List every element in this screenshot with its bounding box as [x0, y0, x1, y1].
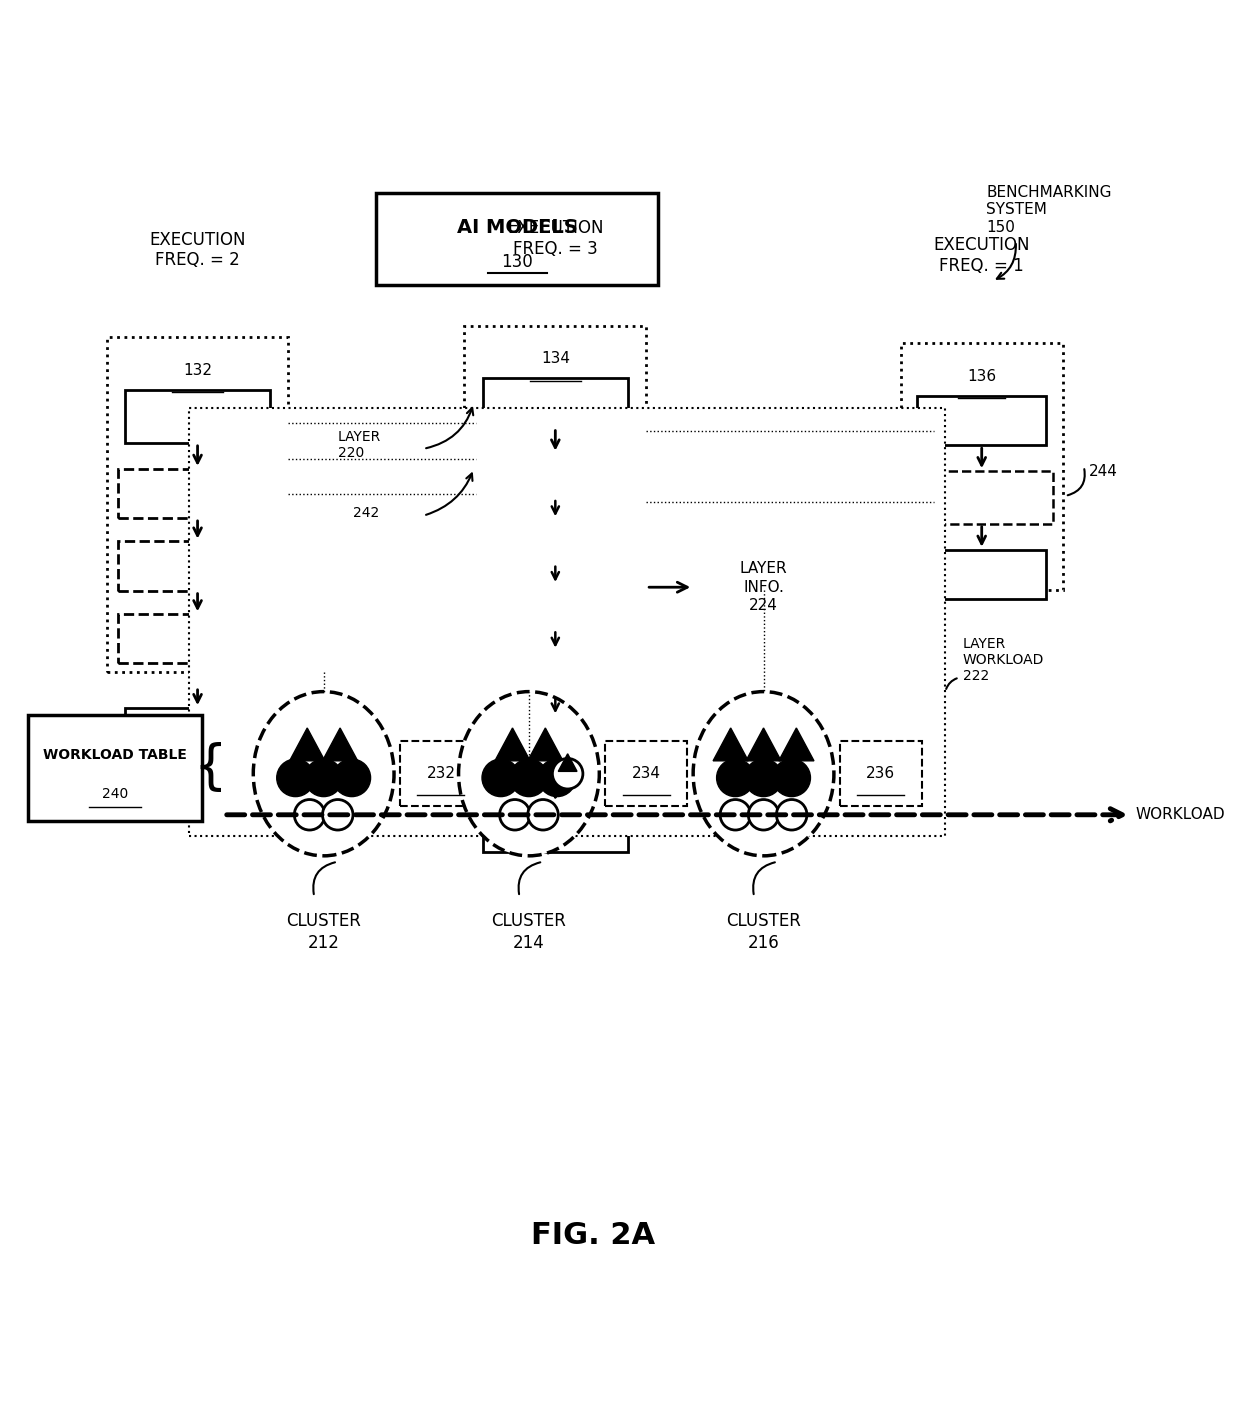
Text: LAYER
WORKLOAD
222: LAYER WORKLOAD 222 — [963, 637, 1044, 683]
Text: BENCHMARKING
SYSTEM
150: BENCHMARKING SYSTEM 150 — [986, 185, 1112, 234]
Polygon shape — [495, 728, 531, 761]
Text: 132: 132 — [184, 363, 212, 379]
Polygon shape — [322, 728, 357, 761]
FancyBboxPatch shape — [29, 715, 202, 820]
Text: 244: 244 — [1089, 464, 1117, 479]
Text: LAYER
INFO.
224: LAYER INFO. 224 — [740, 561, 787, 613]
FancyBboxPatch shape — [377, 193, 658, 285]
Text: EXECUTION
FREQ. = 3: EXECUTION FREQ. = 3 — [507, 219, 604, 258]
Circle shape — [305, 758, 342, 796]
Circle shape — [538, 758, 575, 796]
Ellipse shape — [693, 691, 835, 855]
Text: LAYER
220: LAYER 220 — [337, 430, 381, 460]
Text: CLUSTER
212: CLUSTER 212 — [286, 913, 361, 952]
Ellipse shape — [253, 691, 394, 855]
FancyBboxPatch shape — [693, 530, 835, 645]
FancyBboxPatch shape — [465, 325, 646, 765]
Circle shape — [334, 758, 371, 796]
Ellipse shape — [459, 691, 599, 855]
Circle shape — [745, 758, 782, 796]
FancyBboxPatch shape — [125, 708, 270, 761]
FancyBboxPatch shape — [482, 379, 627, 428]
FancyBboxPatch shape — [475, 453, 635, 498]
FancyBboxPatch shape — [475, 519, 635, 564]
Text: 236: 236 — [867, 767, 895, 781]
FancyBboxPatch shape — [118, 541, 278, 590]
Polygon shape — [528, 728, 563, 761]
FancyBboxPatch shape — [916, 395, 1047, 446]
Circle shape — [748, 799, 779, 830]
Circle shape — [720, 799, 750, 830]
FancyBboxPatch shape — [118, 468, 278, 517]
Text: 134: 134 — [541, 352, 570, 366]
Circle shape — [773, 758, 811, 796]
FancyBboxPatch shape — [916, 550, 1047, 599]
FancyBboxPatch shape — [839, 742, 921, 806]
Text: EXECUTION
FREQ. = 1: EXECUTION FREQ. = 1 — [934, 237, 1030, 275]
FancyBboxPatch shape — [910, 471, 1053, 524]
Polygon shape — [713, 728, 748, 761]
Circle shape — [528, 799, 558, 830]
Circle shape — [776, 799, 807, 830]
FancyBboxPatch shape — [401, 742, 482, 806]
FancyBboxPatch shape — [475, 585, 635, 629]
Text: {: { — [193, 742, 227, 794]
Circle shape — [482, 758, 520, 796]
Circle shape — [277, 758, 314, 796]
Circle shape — [510, 758, 548, 796]
FancyBboxPatch shape — [118, 614, 278, 663]
Text: 240: 240 — [102, 788, 128, 802]
Text: 130: 130 — [501, 252, 533, 271]
FancyBboxPatch shape — [125, 390, 270, 443]
Text: WORKLOAD TABLE: WORKLOAD TABLE — [43, 749, 187, 763]
Text: CLUSTER
216: CLUSTER 216 — [727, 913, 801, 952]
FancyBboxPatch shape — [475, 651, 635, 695]
FancyBboxPatch shape — [605, 742, 687, 806]
Circle shape — [294, 799, 325, 830]
Text: FIG. 2A: FIG. 2A — [532, 1221, 656, 1251]
FancyBboxPatch shape — [475, 716, 635, 761]
Polygon shape — [779, 728, 813, 761]
Text: CLUSTER
214: CLUSTER 214 — [491, 913, 567, 952]
Circle shape — [717, 758, 754, 796]
Text: WORKLOAD: WORKLOAD — [1136, 808, 1225, 823]
Text: 242: 242 — [353, 506, 379, 520]
Text: 232: 232 — [427, 767, 455, 781]
Polygon shape — [746, 728, 781, 761]
Polygon shape — [290, 728, 325, 761]
Polygon shape — [558, 754, 577, 771]
Text: 234: 234 — [631, 767, 661, 781]
FancyBboxPatch shape — [188, 408, 945, 836]
FancyBboxPatch shape — [482, 803, 627, 852]
Text: EXECUTION
FREQ. = 2: EXECUTION FREQ. = 2 — [149, 230, 246, 269]
Circle shape — [322, 799, 353, 830]
Circle shape — [500, 799, 531, 830]
Text: AI MODELS: AI MODELS — [456, 219, 578, 237]
FancyBboxPatch shape — [900, 343, 1063, 590]
Circle shape — [552, 758, 583, 789]
Text: 136: 136 — [967, 369, 996, 384]
FancyBboxPatch shape — [107, 338, 289, 672]
